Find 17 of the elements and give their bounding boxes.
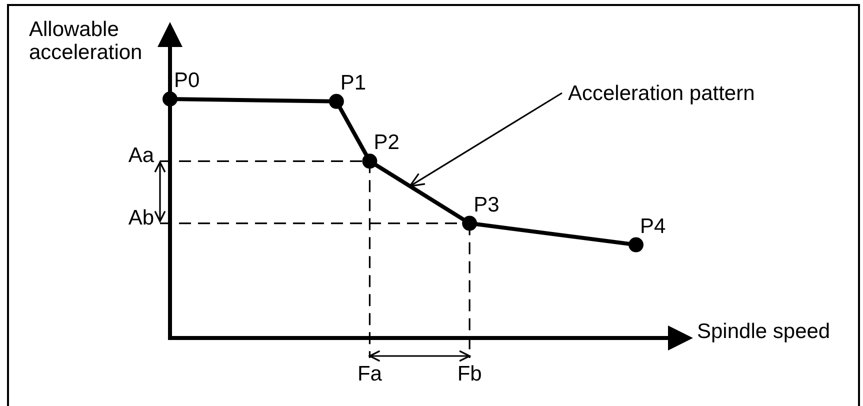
point [362,154,378,169]
x-tick-label: Fb [457,362,482,386]
point [462,216,478,231]
point [328,94,344,109]
ref-line-label: Ab [128,206,154,230]
point [628,237,644,252]
annotation: P2 [374,131,400,154]
annotation: Acceleration pattern [568,82,755,105]
annotation: P3 [474,193,500,216]
point [162,92,178,106]
x-axis-title: Spindle speed [697,320,830,343]
text: P1 [340,71,366,94]
y-axis-title: Allowable acceleration [29,18,142,64]
x-tick-label: Fa [357,362,382,386]
annotation: P0 [174,69,200,92]
annotation: P4 [640,214,666,238]
ref-line-label: Aa [128,144,154,168]
